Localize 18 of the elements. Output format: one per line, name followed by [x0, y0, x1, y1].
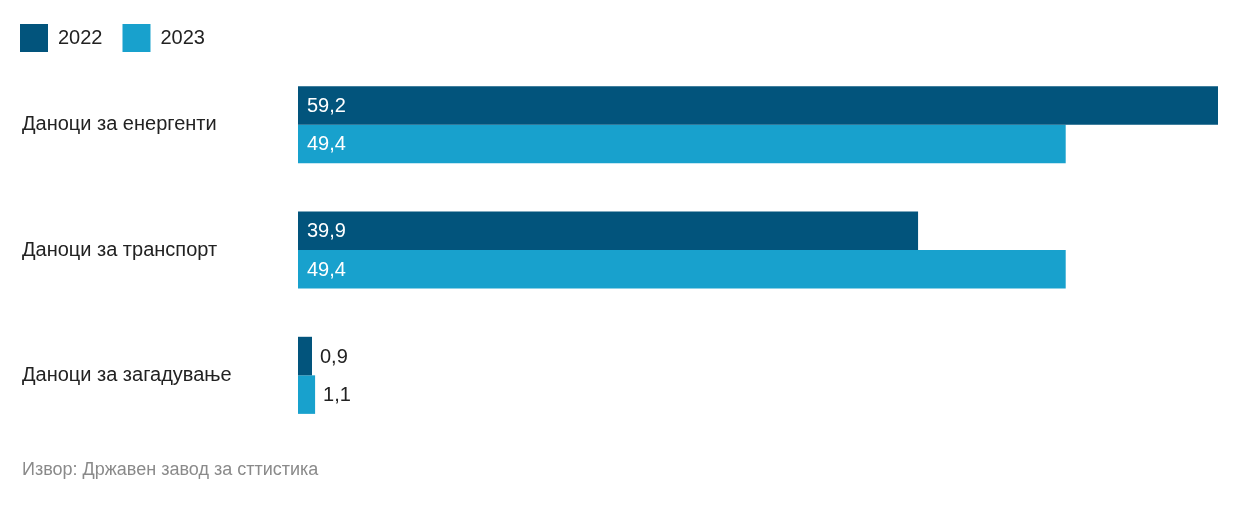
legend-label: 2022 [58, 25, 103, 48]
bar [298, 375, 316, 414]
y-tick-label: Даноци за загадување [22, 362, 232, 385]
bar [298, 250, 1066, 289]
y-tick-label: Даноци за транспорт [22, 237, 218, 260]
bar [298, 336, 312, 376]
data-label: 0,9 [319, 344, 348, 367]
data-label: 49,4 [307, 132, 346, 155]
data-label: 39,9 [307, 219, 346, 242]
bar [298, 211, 919, 250]
data-label: 1,1 [323, 383, 351, 406]
bar [298, 124, 1066, 164]
y-tick-label: Даноци за енергенти [22, 112, 217, 135]
data-label: 49,4 [307, 257, 346, 280]
legend-label: 2023 [160, 25, 205, 48]
text: Извор: Државен завод за сттистика [22, 459, 319, 480]
data-label: 59,2 [307, 93, 346, 116]
bar [298, 86, 1218, 125]
